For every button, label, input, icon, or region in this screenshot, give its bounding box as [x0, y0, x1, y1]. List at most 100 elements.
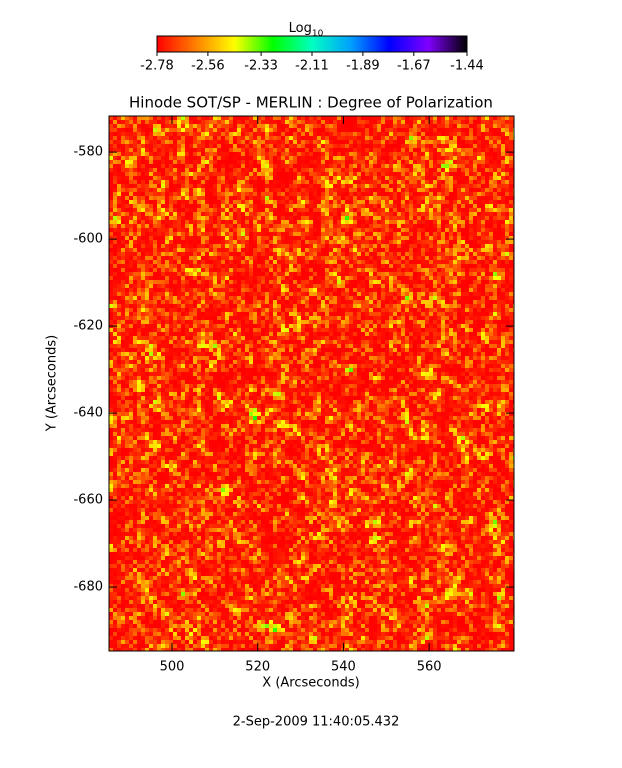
- pixel: [433, 240, 437, 244]
- pixel: [309, 224, 313, 228]
- pixel: [201, 176, 205, 180]
- pixel: [201, 180, 205, 184]
- pixel: [493, 304, 497, 308]
- pixel: [197, 252, 201, 256]
- pixel: [261, 284, 265, 288]
- pixel: [129, 172, 133, 176]
- pixel: [393, 308, 397, 312]
- pixel: [189, 244, 193, 248]
- pixel: [321, 292, 325, 296]
- pixel: [353, 132, 357, 136]
- pixel: [337, 288, 341, 292]
- pixel: [161, 136, 165, 140]
- pixel: [329, 176, 333, 180]
- pixel: [469, 284, 473, 288]
- pixel: [185, 220, 189, 224]
- pixel: [245, 168, 249, 172]
- pixel: [229, 180, 233, 184]
- pixel: [269, 172, 273, 176]
- pixel: [181, 124, 185, 128]
- pixel: [145, 256, 149, 260]
- pixel: [405, 292, 409, 296]
- pixel: [297, 204, 301, 208]
- pixel: [165, 160, 169, 164]
- pixel: [389, 148, 393, 152]
- pixel: [313, 144, 317, 148]
- pixel: [113, 196, 117, 200]
- pixel: [201, 256, 205, 260]
- pixel: [173, 288, 177, 292]
- pixel: [185, 232, 189, 236]
- pixel: [329, 276, 333, 280]
- pixel: [321, 236, 325, 240]
- pixel: [129, 228, 133, 232]
- pixel: [257, 252, 261, 256]
- pixel: [441, 208, 445, 212]
- pixel: [213, 236, 217, 240]
- pixel: [253, 240, 257, 244]
- pixel: [453, 148, 457, 152]
- pixel: [121, 228, 125, 232]
- pixel: [205, 252, 209, 256]
- pixel: [229, 148, 233, 152]
- pixel: [413, 160, 417, 164]
- pixel: [125, 124, 129, 128]
- pixel: [469, 308, 473, 312]
- pixel: [277, 140, 281, 144]
- pixel: [489, 180, 493, 184]
- pixel: [269, 128, 273, 132]
- pixel: [365, 124, 369, 128]
- pixel: [225, 268, 229, 272]
- pixel: [365, 256, 369, 260]
- pixel: [121, 260, 125, 264]
- pixel: [453, 260, 457, 264]
- pixel: [505, 248, 509, 252]
- pixel: [253, 212, 257, 216]
- pixel: [189, 224, 193, 228]
- pixel: [433, 152, 437, 156]
- pixel: [121, 196, 125, 200]
- pixel: [141, 128, 145, 132]
- pixel: [249, 288, 253, 292]
- pixel: [229, 268, 233, 272]
- pixel: [221, 164, 225, 168]
- pixel: [317, 208, 321, 212]
- pixel: [457, 256, 461, 260]
- pixel: [477, 272, 481, 276]
- pixel: [213, 276, 217, 280]
- pixel: [261, 296, 265, 300]
- pixel: [361, 216, 365, 220]
- pixel: [141, 304, 145, 308]
- pixel: [501, 236, 505, 240]
- pixel: [133, 184, 137, 188]
- pixel: [253, 304, 257, 308]
- pixel: [413, 184, 417, 188]
- pixel: [493, 260, 497, 264]
- pixel: [133, 156, 137, 160]
- pixel: [137, 252, 141, 256]
- pixel: [493, 116, 497, 120]
- pixel: [473, 136, 477, 140]
- pixel: [137, 124, 141, 128]
- pixel: [397, 284, 401, 288]
- pixel: [441, 176, 445, 180]
- pixel: [109, 156, 113, 160]
- pixel: [333, 140, 337, 144]
- pixel: [269, 216, 273, 220]
- pixel: [253, 308, 257, 312]
- pixel: [313, 292, 317, 296]
- pixel: [117, 272, 121, 276]
- pixel: [465, 180, 469, 184]
- pixel: [117, 292, 121, 296]
- pixel: [297, 160, 301, 164]
- pixel: [249, 144, 253, 148]
- pixel: [333, 232, 337, 236]
- pixel: [181, 140, 185, 144]
- pixel: [217, 200, 221, 204]
- pixel: [485, 220, 489, 224]
- pixel: [249, 292, 253, 296]
- pixel: [473, 184, 477, 188]
- pixel: [285, 248, 289, 252]
- pixel: [137, 184, 141, 188]
